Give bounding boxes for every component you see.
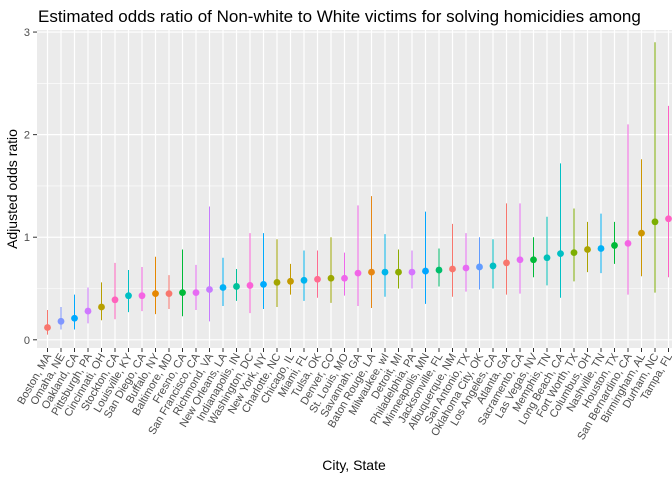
x-axis-title: City, State [322,457,386,473]
data-point [503,259,510,267]
data-point [516,256,524,264]
data-point [584,246,591,253]
y-tick-label: 2 [24,130,30,142]
data-points [44,215,672,331]
data-point [273,278,281,286]
data-point [192,289,200,297]
data-point [287,277,294,285]
data-point [71,314,78,322]
data-point [476,263,483,271]
data-point [260,281,267,288]
data-point [624,239,632,247]
plot-panel [37,30,672,348]
y-tick-label: 0 [24,335,30,347]
data-point [98,303,105,311]
data-point [449,265,456,273]
data-point [354,269,362,277]
y-axis-ticks: 0 1 2 3 [24,27,37,347]
data-point [422,267,429,275]
data-point [44,324,51,331]
data-point [543,254,551,262]
data-point [489,262,497,270]
data-point [530,256,537,264]
y-tick-label: 3 [24,27,30,39]
data-point [138,292,146,300]
data-point [125,292,132,300]
data-point [570,249,578,256]
y-tick-label: 1 [24,232,30,244]
data-point [152,290,159,298]
data-point [84,307,92,315]
data-point [206,286,213,293]
chart-title: Estimated odds ratio of Non-white to Whi… [38,7,641,26]
data-point [57,317,65,325]
data-point [300,276,308,284]
data-point [638,229,645,237]
data-point [557,250,564,258]
data-point [597,245,605,252]
y-axis-title: Adjusted odds ratio [4,129,20,249]
data-point [233,283,240,290]
data-point [165,290,173,298]
data-point [651,218,659,226]
data-point [314,275,321,283]
data-point [435,266,443,274]
data-point [462,264,470,272]
data-point [395,268,402,276]
data-point [219,284,227,291]
data-point [179,289,186,297]
data-point [408,268,416,276]
data-point [111,296,119,304]
data-point [381,268,389,276]
data-point [665,215,672,223]
data-point [611,242,618,249]
data-point [327,274,335,282]
data-point [246,282,254,289]
data-point [341,274,348,282]
data-point [368,268,375,276]
